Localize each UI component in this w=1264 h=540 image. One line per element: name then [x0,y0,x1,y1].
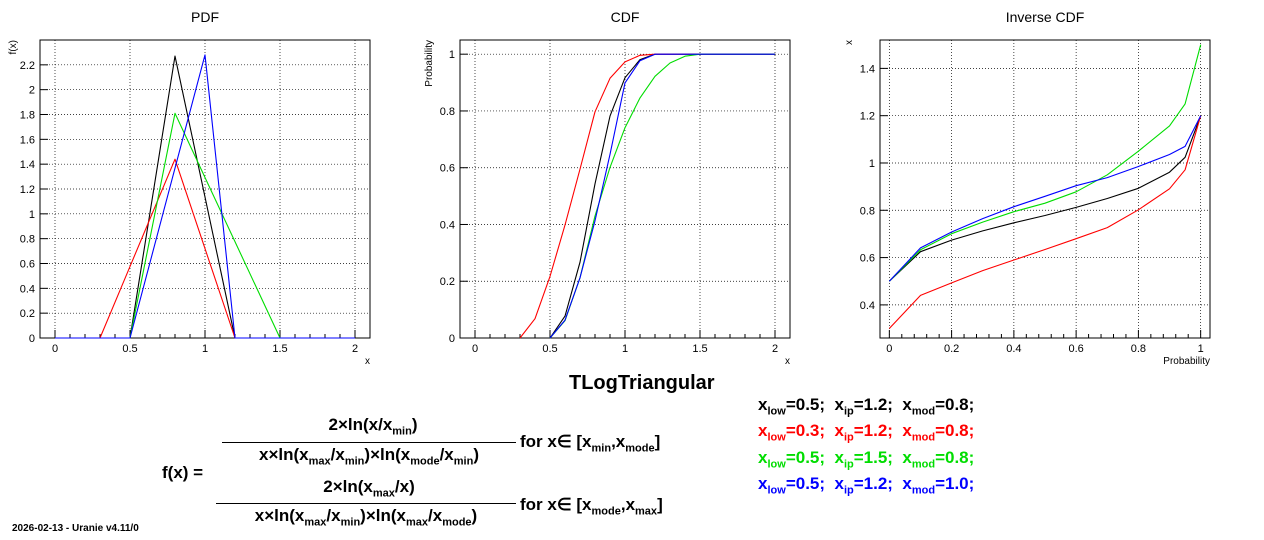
y-tick-label: 0.6 [440,163,455,175]
parameter-legend: xlow=0.5; xip=1.2; xmod=0.8; xlow=0.3; xi… [758,395,974,501]
y-tick-label: 0.6 [860,253,875,265]
series-line [549,53,775,339]
y-tick-label: 1 [449,49,455,61]
y-tick-label: 1.2 [20,184,35,196]
x-tick-label: 0 [472,343,478,355]
chart-title: Inverse CDF [1006,9,1085,25]
y-tick-label: 0 [29,333,35,345]
y-tick-label: 0.8 [20,234,35,246]
footer-label: 2026-02-13 - Uranie v4.11/0 [12,523,139,534]
y-tick-label: 0 [449,333,455,345]
y-tick-label: 2.2 [20,60,35,72]
formula-case1-condition: for x∈ [xmin,xmode] [520,432,661,455]
y-tick-label: 0.8 [860,205,875,217]
series-line [519,53,775,339]
x-axis-label: x [365,356,370,367]
y-tick-label: 1.6 [20,134,35,146]
x-tick-label: 1 [1198,343,1204,355]
x-axis-label: Probability [1163,356,1210,367]
chart-title: CDF [611,9,640,25]
y-tick-label: 0.8 [440,106,455,118]
parameter-line: xlow=0.5; xip=1.5; xmod=0.8; [758,447,975,471]
chart-title: PDF [191,9,219,25]
series-line [888,115,1202,282]
y-tick-label: 0.4 [440,219,455,231]
formula-lhs: f(x) = [162,463,204,482]
y-tick-label: 0.4 [20,283,35,295]
x-tick-label: 1 [622,343,628,355]
series-line [549,53,775,339]
series-line [888,44,1202,282]
x-tick-label: 2 [352,343,358,355]
formula-case2-condition: for x∈ [xmode,xmax] [520,495,663,518]
y-tick-label: 1.2 [860,111,875,123]
x-tick-label: 0.6 [1068,343,1083,355]
series-line [549,53,775,339]
plot-frame [879,39,1211,339]
y-tick-label: 1.8 [20,110,35,122]
y-tick-label: 1.4 [20,159,35,171]
y-tick-label: 0.4 [860,300,875,312]
y-tick-label: 2 [29,85,35,97]
formula-case2-numerator: 2×ln(xmax/x) [323,477,415,500]
parameter-line: xlow=0.3; xip=1.2; xmod=0.8; [758,421,975,444]
series-line [55,54,355,339]
x-tick-label: 0 [886,343,892,355]
y-axis-label: Probability [424,40,435,87]
formula-case1-numerator: 2×ln(x/xmin) [328,415,418,438]
formula-case2-fraction-bar [216,503,516,504]
x-axis-label: x [785,356,790,367]
x-tick-label: 0.4 [1006,343,1021,355]
series-line [888,115,1202,329]
y-axis-label: x [844,40,855,45]
y-tick-label: 1.4 [860,63,875,75]
series-line [888,115,1202,282]
x-tick-label: 0.8 [1131,343,1146,355]
formula-case1-fraction-bar [222,442,516,443]
x-tick-label: 1 [202,343,208,355]
y-axis-label: f(x) [8,40,19,54]
x-tick-label: 2 [772,343,778,355]
series-line [55,158,355,339]
x-tick-label: 1.5 [272,343,287,355]
x-tick-label: 0.5 [542,343,557,355]
y-tick-label: 1 [869,158,875,170]
formula-case2-denominator: x×ln(xmax/xmin)×ln(xmax/xmode) [254,506,478,529]
y-tick-label: 0.2 [20,308,35,320]
y-tick-label: 0.2 [440,276,455,288]
x-tick-label: 1.5 [692,343,707,355]
formula-case1-denominator: x×ln(xmax/xmin)×ln(xmode/xmin) [259,445,479,468]
x-tick-label: 0 [52,343,58,355]
x-tick-label: 0.2 [944,343,959,355]
main-title: TLogTriangular [569,372,715,394]
x-tick-label: 0.5 [122,343,137,355]
parameter-line: xlow=0.5; xip=1.2; xmod=0.8; [758,395,975,418]
y-tick-label: 0.6 [20,259,35,271]
y-tick-label: 1 [29,209,35,221]
parameter-line: xlow=0.5; xip=1.2; xmod=1.0; [758,474,975,497]
